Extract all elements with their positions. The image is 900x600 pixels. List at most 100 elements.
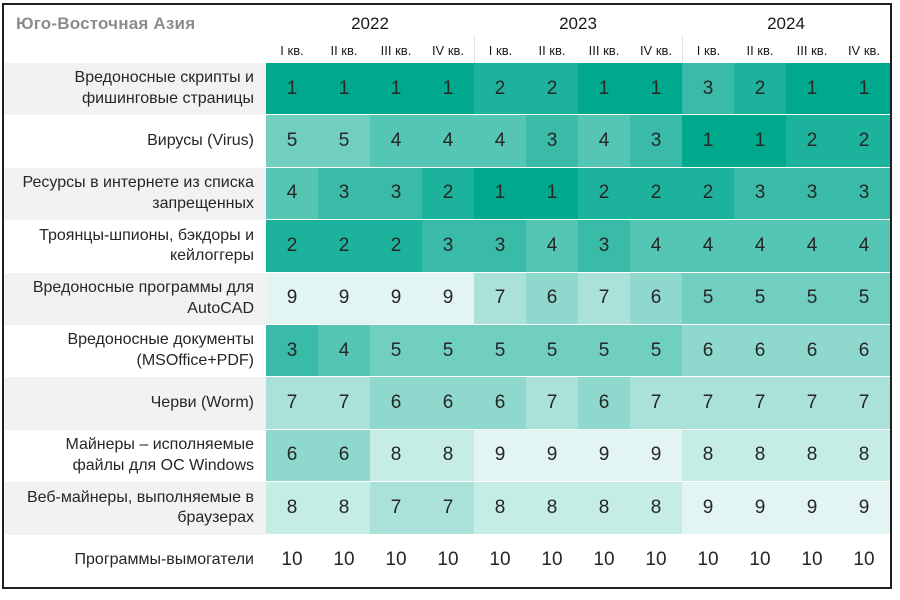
heatmap-cell: 9 (682, 482, 734, 535)
heatmap-cell: 10 (474, 534, 526, 587)
heatmap-cell: 7 (370, 482, 422, 535)
heatmap-cell: 10 (422, 534, 474, 587)
heatmap-cell: 6 (422, 377, 474, 430)
heatmap-cell: 3 (578, 220, 630, 273)
heatmap-cell: 4 (266, 167, 318, 221)
year-header-2023: 2023 (559, 14, 597, 33)
heatmap-cell: 3 (734, 167, 786, 221)
quarter-header: III кв. (796, 42, 828, 58)
heatmap-cell: 5 (370, 325, 422, 378)
row-label: Вредоносные скрипты и фишинговые страниц… (4, 63, 266, 116)
heatmap-cell: 2 (630, 167, 682, 221)
heatmap-cell: 7 (526, 377, 578, 430)
row-label: Вирусы (Virus) (147, 132, 254, 150)
heatmap-cell: 8 (318, 482, 370, 535)
heatmap-cell: 10 (526, 534, 578, 587)
heatmap-cell: 8 (838, 429, 890, 483)
quarter-header: III кв. (588, 42, 620, 58)
heatmap-cell: 6 (630, 272, 682, 325)
heatmap-cell: 9 (786, 482, 838, 535)
row-label: Веб-майнеры, выполняемые в браузерах (4, 482, 266, 535)
heatmap-cell: 4 (318, 325, 370, 378)
heatmap-cell: 5 (786, 272, 838, 325)
heatmap-cell: 10 (630, 534, 682, 587)
heatmap-cell: 4 (734, 220, 786, 273)
heatmap-cell: 6 (578, 377, 630, 430)
quarter-header: IV кв. (431, 42, 465, 58)
heatmap-cell: 5 (734, 272, 786, 325)
heatmap-cell: 1 (734, 115, 786, 168)
heatmap-cell: 8 (266, 482, 318, 535)
heatmap-cell: 7 (630, 377, 682, 430)
heatmap-cell: 5 (474, 325, 526, 378)
quarter-header: III кв. (380, 42, 412, 58)
heatmap-cell: 10 (734, 534, 786, 587)
heatmap-cell: 1 (474, 167, 526, 221)
row-label: Ресурсы в интернете из списка запрещенны… (4, 167, 266, 221)
heatmap-cell: 9 (630, 429, 682, 483)
heatmap-cell: 3 (838, 167, 890, 221)
heatmap-cell: 10 (370, 534, 422, 587)
heatmap-cell: 8 (370, 429, 422, 483)
heatmap-cell: 4 (370, 115, 422, 168)
row-label: Программы-вымогатели (74, 551, 254, 569)
heatmap-cell: 6 (370, 377, 422, 430)
heatmap-cell: 5 (422, 325, 474, 378)
heatmap-cell: 9 (318, 272, 370, 325)
heatmap-cell: 8 (630, 482, 682, 535)
heatmap-cell: 3 (526, 115, 578, 168)
year-header-2022: 2022 (351, 14, 389, 33)
heatmap-cell: 5 (578, 325, 630, 378)
heatmap-cell: 5 (682, 272, 734, 325)
heatmap-cell: 6 (318, 429, 370, 483)
heatmap-cell: 5 (526, 325, 578, 378)
heatmap-cell: 8 (682, 429, 734, 483)
heatmap-cell: 1 (422, 63, 474, 116)
heatmap-cell: 1 (682, 115, 734, 168)
heatmap-cell: 9 (526, 429, 578, 483)
heatmap-cell: 7 (266, 377, 318, 430)
heatmap-cell: 8 (526, 482, 578, 535)
heatmap-cell: 1 (838, 63, 890, 116)
heatmap-cell: 2 (266, 220, 318, 273)
heatmap-cell: 9 (266, 272, 318, 325)
year-header-2024: 2024 (767, 14, 805, 33)
heatmap-cell: 2 (526, 63, 578, 116)
heatmap-cell: 1 (630, 63, 682, 116)
heatmap-cell: 2 (786, 115, 838, 168)
heatmap-cell: 4 (682, 220, 734, 273)
heatmap-cell: 10 (682, 534, 734, 587)
heatmap-cell: 4 (630, 220, 682, 273)
row-label: Вредоносные программы для AutoCAD (4, 272, 266, 325)
heatmap-cell: 7 (786, 377, 838, 430)
heatmap-table: Юго-Восточная Азия 2022 2023 2024 I кв. II к… (4, 5, 890, 587)
heatmap-cell: 6 (734, 325, 786, 378)
quarter-header: IV кв. (847, 42, 881, 58)
row-label: Троянцы-шпионы, бэкдоры и кейлоггеры (39, 226, 254, 265)
heatmap-cell: 1 (318, 63, 370, 116)
quarter-header: I кв. (280, 42, 304, 58)
heatmap-cell: 3 (786, 167, 838, 221)
quarter-header: II кв. (330, 42, 358, 58)
heatmap-cell: 9 (370, 272, 422, 325)
heatmap-cell: 8 (578, 482, 630, 535)
heatmap-cell: 7 (578, 272, 630, 325)
heatmap-cell: 3 (474, 220, 526, 273)
heatmap-cell: 1 (370, 63, 422, 116)
row-label: Майнеры – исполняемые файлы для ОС Windo… (65, 436, 254, 474)
heatmap-cell: 6 (682, 325, 734, 378)
heatmap-cell: 3 (266, 325, 318, 378)
heatmap-cell: 1 (786, 63, 838, 116)
heatmap-cell: 8 (734, 429, 786, 483)
heatmap-cell: 4 (786, 220, 838, 273)
heatmap-cell: 4 (422, 115, 474, 168)
heatmap-cell: 9 (474, 429, 526, 483)
heatmap-cell: 2 (474, 63, 526, 116)
heatmap-cell: 6 (266, 429, 318, 483)
quarter-header: I кв. (474, 35, 526, 63)
heatmap-cell: 7 (734, 377, 786, 430)
row-label: Вредоносные документы (MSOffice+PDF) (67, 331, 254, 370)
heatmap-cell: 2 (838, 115, 890, 168)
heatmap-cell: 5 (318, 115, 370, 168)
heatmap-cell: 6 (474, 377, 526, 430)
